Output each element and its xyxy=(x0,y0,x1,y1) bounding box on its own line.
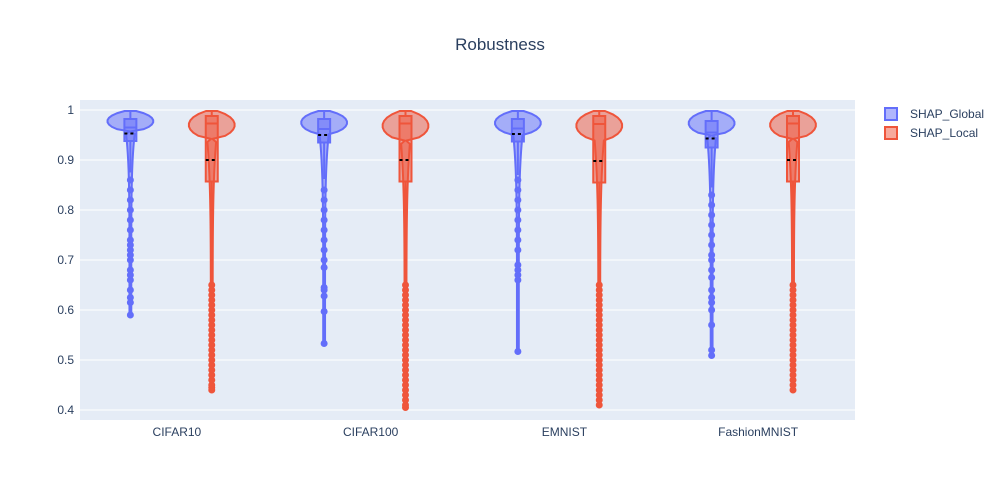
outlier-point xyxy=(789,281,797,289)
outlier-point xyxy=(320,284,328,291)
legend-label: SHAP_Local xyxy=(910,126,978,140)
outlier-point xyxy=(126,196,134,204)
outlier-point xyxy=(514,206,522,214)
x-axis-ticks: CIFAR10 CIFAR100 EMNIST FashionMNIST xyxy=(153,425,799,439)
outlier-point xyxy=(320,216,328,224)
y-tick-label: 1 xyxy=(67,103,74,117)
y-tick-label: 0.4 xyxy=(57,403,74,417)
outlier-point xyxy=(126,226,134,234)
outlier-point xyxy=(320,308,328,315)
box xyxy=(704,120,719,149)
outlier-point xyxy=(514,246,522,254)
y-tick-label: 0.5 xyxy=(57,353,74,367)
outlier-point xyxy=(514,348,522,355)
legend-item[interactable]: SHAP_Local xyxy=(884,126,978,140)
outlier-point xyxy=(514,261,522,269)
y-tick-label: 0.7 xyxy=(57,253,74,267)
outlier-point xyxy=(595,281,603,289)
y-tick-label: 0.9 xyxy=(57,153,74,167)
outlier-point xyxy=(708,266,716,274)
box xyxy=(510,118,525,143)
outlier-point xyxy=(320,236,328,244)
outlier-point xyxy=(514,236,522,244)
outlier-point xyxy=(708,321,716,329)
outlier-point xyxy=(402,281,409,289)
box xyxy=(317,118,332,144)
outlier-point xyxy=(708,346,716,354)
outlier-point xyxy=(708,241,716,249)
legend-swatch xyxy=(884,126,898,140)
outlier-point xyxy=(514,186,522,194)
legend-label: SHAP_Global xyxy=(910,107,984,121)
outlier-point xyxy=(708,221,716,229)
box xyxy=(786,115,800,183)
outlier-point xyxy=(708,211,716,219)
outlier-point xyxy=(514,216,522,224)
series-SHAP_Local xyxy=(187,110,817,411)
chart-marks xyxy=(106,110,817,411)
legend: SHAP_Global SHAP_Local xyxy=(884,107,984,140)
outlier-point xyxy=(126,294,134,301)
outlier-point xyxy=(708,201,716,209)
outlier-point xyxy=(126,311,134,319)
outlier-point xyxy=(320,264,328,271)
legend-swatch xyxy=(884,107,898,121)
outlier-point xyxy=(320,206,328,214)
outlier-point xyxy=(126,216,134,224)
x-tick-label: CIFAR100 xyxy=(343,425,399,439)
outlier-point xyxy=(126,286,134,294)
box xyxy=(592,115,607,184)
outlier-point xyxy=(708,286,716,294)
y-axis-ticks: 0.4 0.5 0.6 0.7 0.8 0.9 1 xyxy=(57,103,74,417)
outlier-point xyxy=(320,256,328,264)
outlier-point xyxy=(126,176,134,184)
box xyxy=(204,115,219,183)
outlier-point xyxy=(320,340,328,347)
y-tick-label: 0.6 xyxy=(57,303,74,317)
outlier-point xyxy=(708,294,716,301)
outlier-point xyxy=(320,196,328,204)
outlier-point xyxy=(708,231,716,239)
outlier-point xyxy=(320,246,328,254)
outlier-point xyxy=(208,281,216,289)
outlier-point xyxy=(320,226,328,234)
outlier-point xyxy=(126,236,134,244)
outlier-point xyxy=(320,292,328,300)
x-tick-label: FashionMNIST xyxy=(718,425,799,439)
outlier-point xyxy=(126,186,134,194)
outlier-point xyxy=(126,266,134,274)
outlier-point xyxy=(320,186,328,194)
x-tick-label: CIFAR10 xyxy=(153,425,202,439)
box xyxy=(398,115,413,183)
legend-item[interactable]: SHAP_Global xyxy=(884,107,984,121)
outlier-point xyxy=(708,306,716,314)
outlier-point xyxy=(514,176,522,184)
y-tick-label: 0.8 xyxy=(57,203,74,217)
x-tick-label: EMNIST xyxy=(542,425,588,439)
outlier-point xyxy=(708,191,716,199)
series-SHAP_Global xyxy=(106,110,736,359)
outlier-point xyxy=(126,206,134,214)
outlier-point xyxy=(708,274,716,281)
outlier-point xyxy=(514,226,522,234)
outlier-point xyxy=(514,196,522,204)
box xyxy=(123,118,138,142)
outlier-point xyxy=(708,251,716,259)
chart-title: Robustness xyxy=(455,35,545,54)
